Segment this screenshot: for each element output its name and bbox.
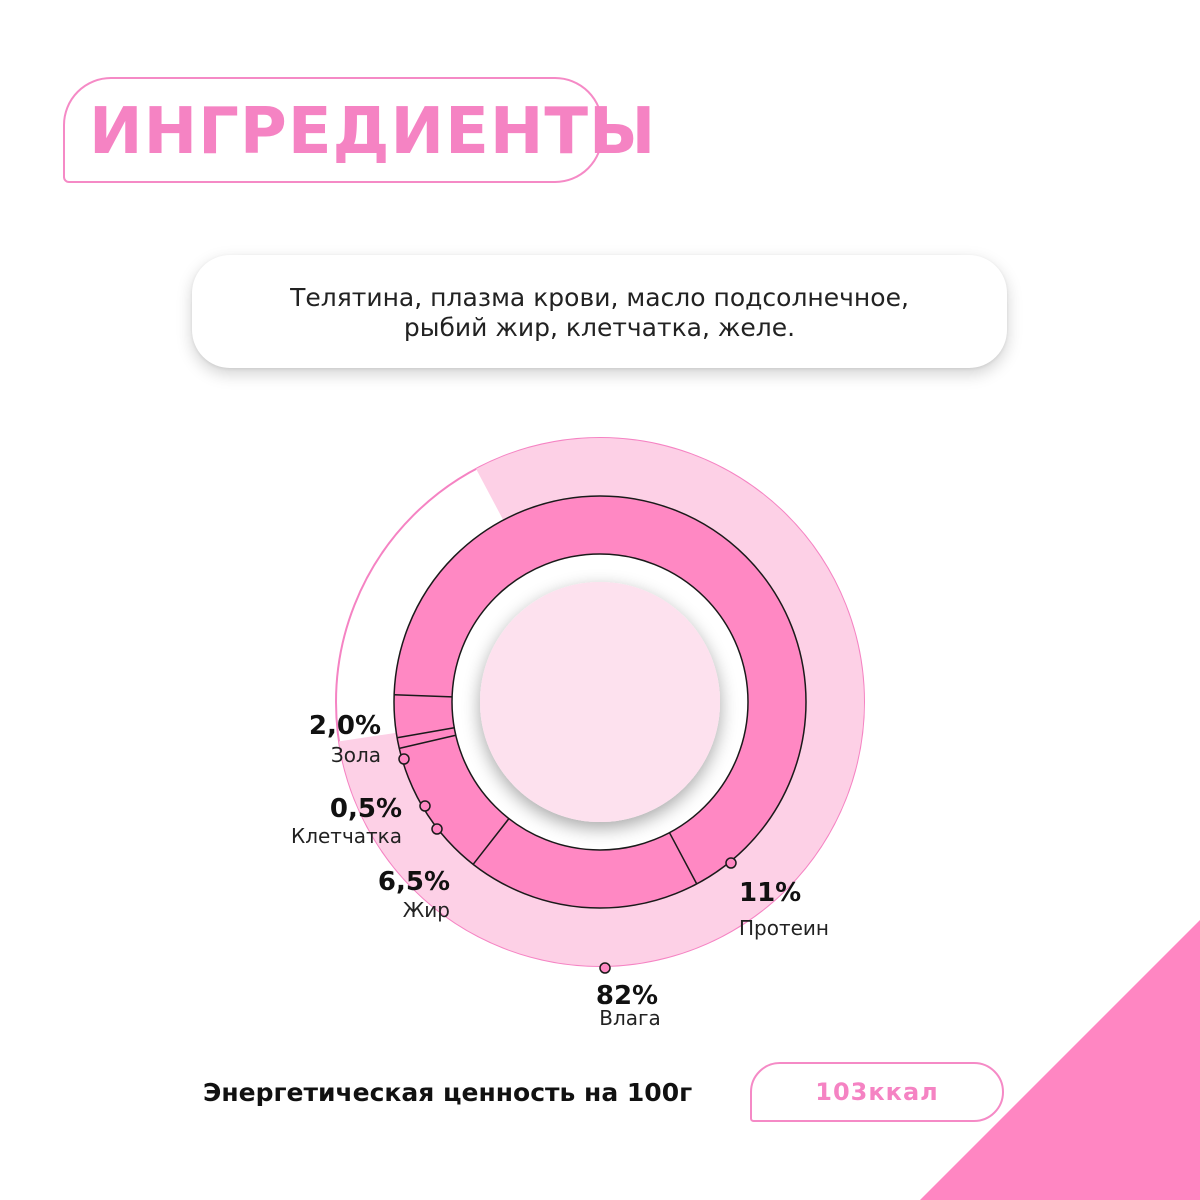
segment-divider [472,818,510,865]
name-label: Протеин [739,916,829,940]
corner-decoration [920,920,1200,1200]
value-label: 6,5% [378,867,450,897]
energy-label: Энергетическая ценность на 100г [203,1078,693,1107]
segment-divider [668,832,698,885]
value-label: 0,5% [330,794,402,824]
value-label: 11% [739,878,801,908]
center-wedge [481,582,721,822]
ingredients-text: Телятина, плазма крови, масло подсолнечн… [192,283,1007,343]
value-label: 82% [596,981,658,1011]
ingredients-line-2: рыбий жир, клетчатка, желе. [403,313,796,342]
segment-divider [399,734,456,750]
label-marker [599,962,611,974]
energy-value: 103ккал [815,1078,939,1106]
energy-value-badge: 103ккал [750,1062,1004,1122]
page-title: ИНГРЕДИЕНТЫ [89,95,657,169]
inner-ring-outer-edge [393,495,807,909]
segment-divider [396,726,455,739]
ingredients-line-1: Телятина, плазма крови, масло подсолнечн… [290,283,909,312]
label-marker [419,800,431,812]
label-marker [431,823,443,835]
name-label: Зола [331,743,381,767]
name-label: Жир [403,898,450,922]
ingredients-card: Телятина, плазма крови, масло подсолнечн… [192,255,1007,368]
inner-ring [394,496,806,908]
value-label: 2,0% [309,711,381,741]
label-marker [725,857,737,869]
name-label: Влага [599,1006,661,1030]
title-frame [63,77,603,183]
label-marker [398,753,410,765]
name-label: Клетчатка [291,824,402,848]
segment-divider [394,694,453,698]
